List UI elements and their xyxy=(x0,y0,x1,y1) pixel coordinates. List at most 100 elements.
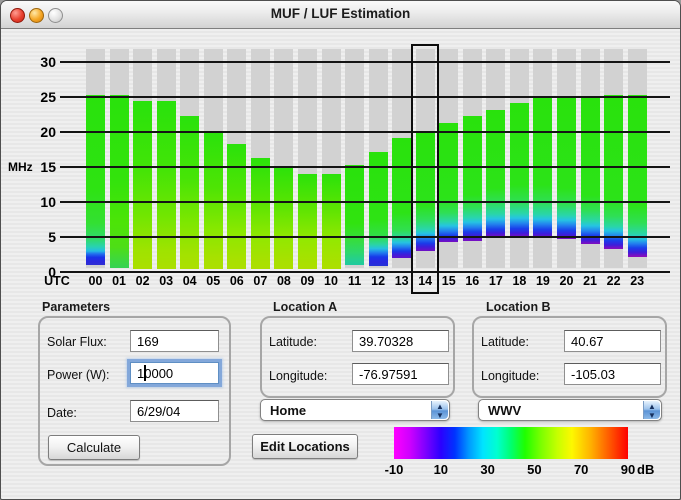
muf-luf-bar-01[interactable] xyxy=(109,94,129,269)
xtick-hour-01: 01 xyxy=(112,274,126,288)
muf-luf-bar-16[interactable] xyxy=(462,115,482,242)
muf-luf-bar-00[interactable] xyxy=(86,94,105,265)
edit-locations-button[interactable]: Edit Locations xyxy=(252,434,358,459)
muf-luf-bar-11[interactable] xyxy=(345,164,365,265)
location-b-latitude-label: Latitude: xyxy=(481,335,529,349)
db-tick--10: -10 xyxy=(384,462,404,477)
xtick-hour-18: 18 xyxy=(512,274,527,288)
y-axis-unit-label: MHz xyxy=(8,160,33,174)
muf-luf-bar-09[interactable] xyxy=(297,174,317,270)
zoom-button[interactable] xyxy=(48,8,63,23)
close-button[interactable] xyxy=(10,8,25,23)
location-a-popup[interactable]: Home ▲ ▼ xyxy=(260,399,450,421)
muf-luf-bar-15[interactable] xyxy=(439,122,459,242)
ytick-0: 0 xyxy=(48,264,56,280)
db-colorbar xyxy=(394,427,628,459)
xtick-hour-22: 22 xyxy=(606,274,621,288)
power-label: Power (W): xyxy=(47,368,110,382)
xtick-hour-04: 04 xyxy=(182,274,197,288)
location-a-group-box xyxy=(260,316,455,398)
muf-luf-bar-14[interactable] xyxy=(415,131,435,251)
db-tick-50: 50 xyxy=(527,462,542,477)
text-caret xyxy=(144,365,146,381)
xtick-hour-20: 20 xyxy=(559,274,574,288)
gridline-25mhz xyxy=(60,96,670,98)
xtick-hour-05: 05 xyxy=(206,274,221,288)
xtick-hour-14: 14 xyxy=(418,274,433,288)
gridline-0mhz xyxy=(60,271,670,273)
location-b-latitude-input[interactable] xyxy=(564,330,661,352)
muf-luf-bar-17[interactable] xyxy=(486,109,506,237)
ytick-20: 20 xyxy=(40,124,56,140)
db-tick-70: 70 xyxy=(573,462,589,477)
location-b-group-box xyxy=(472,316,667,398)
xtick-hour-15: 15 xyxy=(441,274,456,288)
location-b-longitude-input[interactable] xyxy=(564,363,661,385)
parameters-group-box xyxy=(38,316,231,466)
gridline-15mhz xyxy=(60,166,670,168)
xtick-hour-11: 11 xyxy=(347,274,362,288)
popup-stepper-icon: ▲ ▼ xyxy=(643,401,660,420)
muf-luf-bar-03[interactable] xyxy=(156,101,176,270)
xtick-hour-10: 10 xyxy=(324,274,338,288)
title-bar[interactable]: MUF / LUF Estimation xyxy=(1,1,680,29)
xtick-hour-07: 07 xyxy=(253,274,268,288)
location-a-latitude-input[interactable] xyxy=(352,330,449,352)
db-tick-10: 10 xyxy=(433,462,449,477)
gridline-5mhz xyxy=(60,236,670,238)
location-b-section-label: Location B xyxy=(486,300,551,314)
gridline-20mhz xyxy=(60,131,670,133)
location-a-section-label: Location A xyxy=(273,300,338,314)
minimize-button[interactable] xyxy=(29,8,44,23)
muf-luf-bar-12[interactable] xyxy=(368,151,388,267)
ytick-10: 10 xyxy=(40,194,56,210)
muf-luf-bar-02[interactable] xyxy=(133,101,153,270)
muf-luf-bar-18[interactable] xyxy=(509,102,529,237)
location-b-popup-value: WWV xyxy=(488,403,522,418)
date-input[interactable] xyxy=(130,400,219,422)
location-b-longitude-label: Longitude: xyxy=(481,369,540,383)
muf-luf-bar-23[interactable] xyxy=(627,94,647,258)
muf-luf-bar-21[interactable] xyxy=(580,95,600,244)
ytick-5: 5 xyxy=(48,229,56,245)
xtick-hour-08: 08 xyxy=(276,274,291,288)
xtick-hour-13: 13 xyxy=(394,274,409,288)
xtick-hour-12: 12 xyxy=(371,274,386,288)
location-a-longitude-input[interactable] xyxy=(352,363,449,385)
muf-luf-bar-22[interactable] xyxy=(604,94,624,249)
xtick-hour-19: 19 xyxy=(535,274,550,288)
solar-flux-input[interactable] xyxy=(130,330,219,352)
gridline-10mhz xyxy=(60,201,670,203)
window-title: MUF / LUF Estimation xyxy=(270,6,411,21)
muf-luf-bar-08[interactable] xyxy=(274,165,294,270)
date-label: Date: xyxy=(47,406,77,420)
ytick-30: 30 xyxy=(40,54,56,70)
db-unit-label: dB xyxy=(637,462,655,477)
muf-luf-bar-06[interactable] xyxy=(227,143,247,270)
xtick-hour-16: 16 xyxy=(465,274,480,288)
calculate-button[interactable]: Calculate xyxy=(48,435,140,460)
location-a-longitude-label: Longitude: xyxy=(269,369,328,383)
muf-luf-bar-10[interactable] xyxy=(321,174,341,270)
selected-hour-box xyxy=(411,44,440,294)
ytick-25: 25 xyxy=(40,89,56,105)
db-tick-30: 30 xyxy=(480,462,495,477)
gridline-30mhz xyxy=(60,61,670,63)
muf-luf-bar-04[interactable] xyxy=(180,115,200,270)
power-input[interactable] xyxy=(130,362,219,384)
muf-luf-bar-05[interactable] xyxy=(203,131,223,270)
location-b-popup[interactable]: WWV ▲ ▼ xyxy=(478,399,662,421)
muf-luf-bar-13[interactable] xyxy=(392,137,412,258)
xtick-hour-02: 02 xyxy=(135,274,150,288)
xtick-hour-09: 09 xyxy=(300,274,315,288)
location-a-latitude-label: Latitude: xyxy=(269,335,317,349)
xtick-hour-17: 17 xyxy=(488,274,503,288)
ytick-15: 15 xyxy=(40,159,56,175)
location-a-popup-value: Home xyxy=(270,403,307,418)
popup-stepper-icon: ▲ ▼ xyxy=(431,401,448,420)
x-axis-prefix-label: UTC xyxy=(44,274,70,288)
muf-luf-bar-07[interactable] xyxy=(250,157,270,270)
xtick-hour-03: 03 xyxy=(159,274,174,288)
db-tick-90: 90 xyxy=(620,462,636,477)
